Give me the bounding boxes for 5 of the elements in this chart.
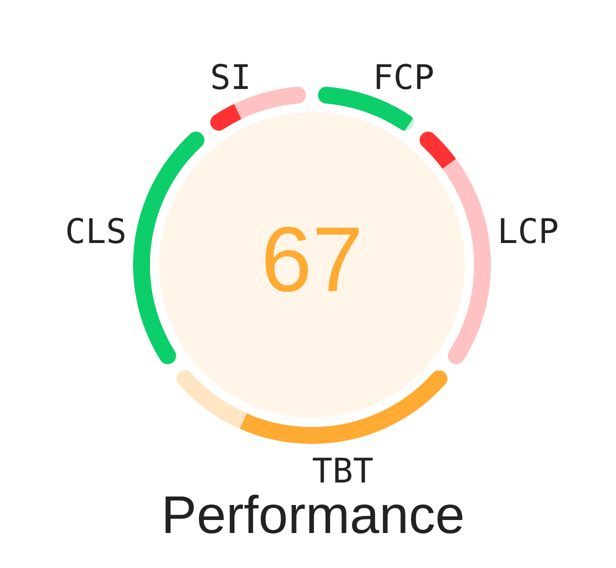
- text: 67: [260, 209, 364, 311]
- slice-label: CLS: [65, 212, 127, 252]
- slice-label: LCP: [497, 212, 559, 252]
- slice-label: SI: [210, 58, 252, 98]
- slice-label: FCP: [372, 58, 434, 98]
